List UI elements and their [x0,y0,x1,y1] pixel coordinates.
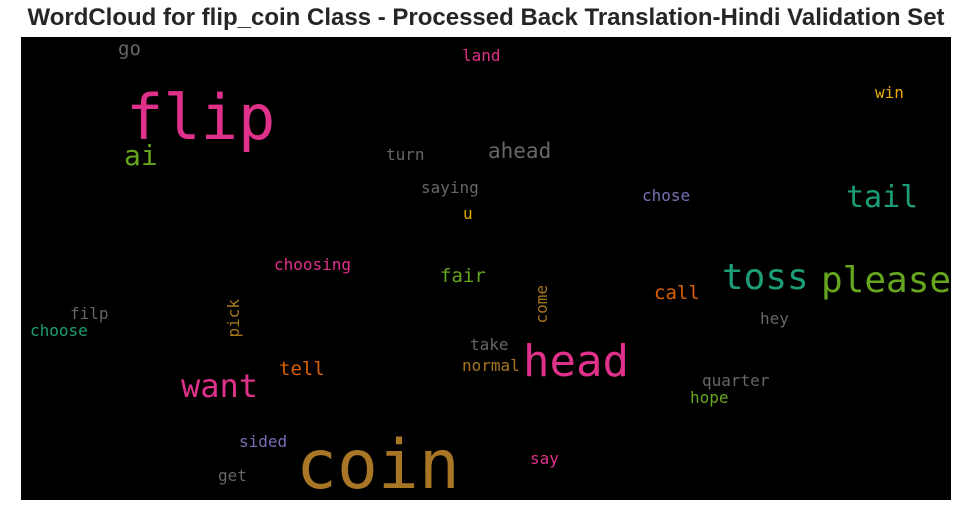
wordcloud-word-get: get [218,466,247,485]
wordcloud-word-head: head [523,336,629,387]
wordcloud-word-u: u [463,204,473,223]
wordcloud-canvas: coin flip head toss please want tail ai ahead cal… [21,37,951,500]
wordcloud-word-tail: tail [846,180,919,215]
wordcloud-word-land: land [462,46,501,65]
wordcloud-word-tell: tell [279,358,325,380]
wordcloud-word-fair: fair [440,265,486,287]
wordcloud-word-win: win [875,83,904,102]
wordcloud-word-go: go [118,38,141,60]
wordcloud-word-pick: pick [224,299,243,338]
wordcloud-word-call: call [654,282,700,304]
wordcloud-word-ahead: ahead [488,139,552,163]
chart-title: WordCloud for flip_coin Class - Processe… [27,4,945,31]
wordcloud-word-sided: sided [239,432,288,451]
wordcloud-word-saying: saying [421,178,479,197]
wordcloud-word-flip: flip [126,81,276,154]
wordcloud-word-come: come [532,285,551,324]
wordcloud-word-want: want [181,367,259,405]
wordcloud-word-turn: turn [386,145,425,164]
wordcloud-word-please: please [821,260,951,301]
wordcloud-word-hope: hope [690,388,729,407]
wordcloud-word-quarter: quarter [702,371,770,390]
wordcloud-word-toss: toss [722,257,809,298]
wordcloud-word-filp: filp [70,304,109,323]
wordcloud-word-coin: coin [296,426,460,500]
wordcloud-word-ai: ai [124,139,158,172]
wordcloud-word-say: say [530,449,559,468]
wordcloud-word-hey: hey [760,309,789,328]
wordcloud-word-choose: choose [30,321,88,340]
wordcloud-word-choosing: choosing [274,255,352,274]
wordcloud-word-chose: chose [642,186,691,205]
wordcloud-word-normal: normal [462,356,520,375]
wordcloud-word-take: take [470,335,509,354]
